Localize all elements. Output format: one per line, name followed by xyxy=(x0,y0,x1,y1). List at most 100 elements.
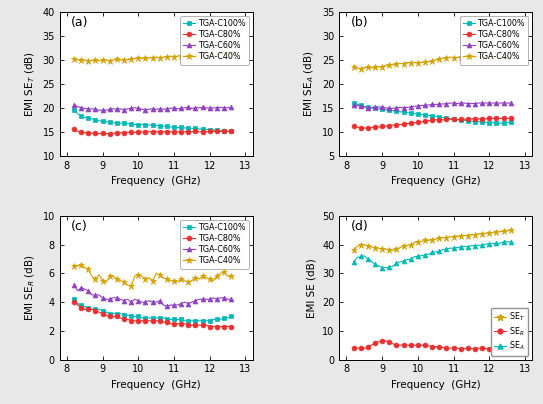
TGA-C60% xyxy=(210,105,217,110)
TGA-C60% xyxy=(206,297,213,302)
TGA-C60% xyxy=(160,303,167,307)
TGA-C60% xyxy=(457,101,464,105)
SE$_A$ xyxy=(486,242,493,246)
TGA-C100% xyxy=(497,121,503,126)
SE$_R$ xyxy=(372,341,378,345)
SE$_A$ xyxy=(483,242,489,246)
TGA-C80% xyxy=(393,123,400,128)
TGA-C80% xyxy=(192,323,199,328)
SE$_A$ xyxy=(497,241,503,246)
TGA-C60% xyxy=(131,297,138,302)
TGA-C100% xyxy=(206,127,213,132)
TGA-C40% xyxy=(228,52,235,57)
TGA-C80% xyxy=(475,116,482,121)
TGA-C40% xyxy=(121,57,127,62)
TGA-C80% xyxy=(135,130,142,135)
TGA-C40% xyxy=(124,57,131,62)
TGA-C40% xyxy=(220,269,227,274)
TGA-C40% xyxy=(171,54,177,59)
TGA-C100% xyxy=(393,109,400,114)
TGA-C60% xyxy=(493,101,500,105)
TGA-C100% xyxy=(89,116,95,121)
Line: TGA-C80%: TGA-C80% xyxy=(72,300,233,329)
TGA-C40% xyxy=(142,277,149,282)
TGA-C100% xyxy=(78,114,84,118)
TGA-C100% xyxy=(500,121,507,126)
TGA-C40% xyxy=(149,55,156,60)
TGA-C100% xyxy=(178,125,185,130)
X-axis label: Frequency  (GHz): Frequency (GHz) xyxy=(111,176,201,186)
TGA-C100% xyxy=(103,310,109,315)
Legend: SE$_T$, SE$_R$, SE$_A$: SE$_T$, SE$_R$, SE$_A$ xyxy=(491,307,528,356)
TGA-C80% xyxy=(167,321,174,326)
TGA-C40% xyxy=(163,54,170,59)
TGA-C60% xyxy=(188,106,195,111)
TGA-C60% xyxy=(138,107,145,112)
TGA-C60% xyxy=(99,108,106,113)
TGA-C100% xyxy=(372,106,378,111)
Line: SE$_T$: SE$_T$ xyxy=(350,227,514,254)
SE$_T$ xyxy=(382,246,389,251)
TGA-C80% xyxy=(217,324,224,329)
SE$_A$ xyxy=(361,253,368,258)
SE$_T$ xyxy=(350,248,357,253)
SE$_R$ xyxy=(483,346,489,351)
TGA-C60% xyxy=(415,103,421,108)
TGA-C40% xyxy=(393,61,400,66)
TGA-C100% xyxy=(128,314,135,319)
TGA-C100% xyxy=(365,105,371,110)
TGA-C80% xyxy=(185,129,192,134)
TGA-C80% xyxy=(447,117,453,122)
TGA-C40% xyxy=(110,274,117,279)
TGA-C80% xyxy=(210,129,217,134)
TGA-C60% xyxy=(220,105,227,110)
TGA-C60% xyxy=(185,105,192,110)
TGA-C60% xyxy=(174,106,181,111)
TGA-C60% xyxy=(475,101,482,105)
SE$_A$ xyxy=(415,254,421,259)
SE$_T$ xyxy=(497,229,503,234)
TGA-C60% xyxy=(368,105,375,110)
TGA-C100% xyxy=(375,106,382,111)
TGA-C100% xyxy=(188,126,195,131)
TGA-C60% xyxy=(174,303,181,307)
TGA-C100% xyxy=(443,116,450,120)
TGA-C100% xyxy=(174,317,181,322)
TGA-C80% xyxy=(146,318,152,323)
TGA-C100% xyxy=(404,110,411,115)
SE$_T$ xyxy=(415,240,421,244)
TGA-C40% xyxy=(206,53,213,58)
SE$_T$ xyxy=(468,232,475,237)
TGA-C80% xyxy=(121,130,127,135)
Y-axis label: EMI SE$_A$ (dB): EMI SE$_A$ (dB) xyxy=(303,50,317,117)
TGA-C100% xyxy=(106,120,113,124)
Line: TGA-C40%: TGA-C40% xyxy=(71,262,234,289)
SE$_R$ xyxy=(454,346,460,351)
TGA-C60% xyxy=(504,101,510,105)
TGA-C100% xyxy=(92,307,99,312)
TGA-C60% xyxy=(185,301,192,306)
TGA-C100% xyxy=(163,317,170,322)
TGA-C40% xyxy=(167,278,174,283)
TGA-C80% xyxy=(468,116,475,121)
TGA-C60% xyxy=(110,295,117,300)
TGA-C60% xyxy=(163,106,170,111)
TGA-C80% xyxy=(85,307,92,312)
TGA-C100% xyxy=(357,103,364,108)
Line: TGA-C100%: TGA-C100% xyxy=(351,101,513,126)
TGA-C40% xyxy=(174,280,181,284)
TGA-C60% xyxy=(103,297,109,302)
TGA-C40% xyxy=(479,55,485,60)
TGA-C40% xyxy=(436,57,443,61)
TGA-C100% xyxy=(121,121,127,126)
Text: (d): (d) xyxy=(351,220,369,233)
TGA-C60% xyxy=(228,105,235,110)
TGA-C40% xyxy=(195,53,202,58)
TGA-C80% xyxy=(375,124,382,129)
TGA-C60% xyxy=(199,297,206,302)
TGA-C80% xyxy=(457,117,464,122)
TGA-C40% xyxy=(386,63,393,67)
TGA-C40% xyxy=(117,57,124,62)
TGA-C40% xyxy=(199,274,206,279)
TGA-C80% xyxy=(224,324,231,329)
